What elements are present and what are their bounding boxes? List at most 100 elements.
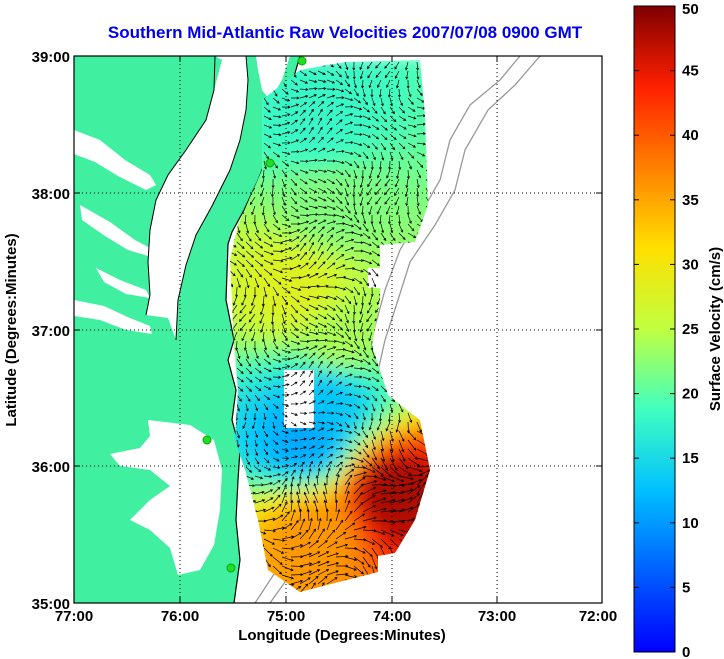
velocity-cell	[412, 140, 425, 153]
velocity-vector	[326, 552, 340, 558]
velocity-vector	[371, 115, 379, 122]
velocity-cell	[400, 104, 413, 117]
velocity-cell	[340, 200, 353, 213]
velocity-vector	[260, 187, 265, 197]
velocity-vector	[344, 463, 355, 468]
velocity-cell	[244, 464, 257, 477]
velocity-vector	[299, 577, 311, 585]
velocity-cell	[376, 68, 389, 81]
velocity-vector	[263, 286, 268, 298]
velocity-cell	[244, 320, 257, 333]
velocity-vector	[290, 429, 299, 433]
velocity-vector	[398, 106, 405, 114]
velocity-vector	[353, 97, 361, 104]
velocity-vector	[352, 187, 356, 198]
velocity-cell	[268, 476, 281, 489]
velocity-cell	[280, 320, 293, 333]
velocity-cell	[304, 524, 317, 537]
velocity-vector	[299, 214, 310, 218]
velocity-vector	[308, 360, 314, 369]
velocity-cell	[400, 416, 413, 429]
velocity-vector	[353, 476, 366, 486]
velocity-vector	[308, 569, 321, 576]
velocity-cell	[340, 368, 353, 381]
velocity-cell	[316, 404, 329, 417]
velocity-cell	[268, 308, 281, 321]
velocity-cell	[268, 440, 281, 453]
velocity-cell	[244, 224, 257, 237]
velocity-vector	[245, 448, 249, 457]
velocity-vector	[308, 219, 318, 225]
velocity-vector	[299, 370, 305, 378]
velocity-vector	[389, 448, 395, 463]
velocity-cell	[328, 320, 341, 333]
velocity-vector	[290, 111, 299, 117]
velocity-cell	[340, 128, 353, 141]
velocity-vector	[245, 277, 250, 289]
velocity-cell	[230, 272, 233, 285]
velocity-cell	[316, 140, 329, 153]
velocity-vector	[367, 178, 373, 188]
velocity-vector	[416, 196, 420, 207]
velocity-cell	[340, 140, 353, 153]
velocity-vector	[317, 272, 328, 279]
velocity-vector	[353, 394, 362, 398]
velocity-vector	[317, 410, 326, 414]
velocity-vector	[272, 514, 284, 522]
velocity-cell	[340, 536, 353, 549]
velocity-vector	[290, 412, 298, 416]
velocity-vector	[326, 234, 334, 243]
velocity-vector	[389, 142, 396, 151]
velocity-vector	[398, 466, 412, 476]
velocity-vector	[281, 256, 293, 261]
velocity-vector	[308, 136, 316, 144]
velocity-vector	[241, 331, 247, 342]
velocity-vector	[361, 295, 365, 307]
velocity-vector	[308, 540, 319, 549]
velocity-vector	[272, 385, 281, 389]
velocity-vector	[380, 498, 396, 504]
velocity-vector	[299, 518, 306, 531]
velocity-vector	[308, 345, 318, 351]
velocity-vector	[308, 445, 316, 450]
velocity-vector	[344, 340, 354, 347]
velocity-vector	[407, 142, 417, 148]
tick-marks	[74, 56, 602, 603]
velocity-vector	[335, 178, 343, 186]
velocity-cell	[268, 548, 281, 561]
velocity-vector	[290, 402, 299, 406]
radar-site-marker	[202, 435, 212, 445]
velocity-vector	[272, 142, 282, 147]
velocity-vector	[353, 79, 357, 89]
velocity-vector	[281, 223, 292, 228]
delaware-bay	[256, 56, 290, 100]
velocity-cell	[304, 68, 317, 81]
velocity-cell	[292, 176, 305, 189]
velocity-vector	[272, 241, 284, 245]
velocity-vector	[344, 565, 357, 571]
velocity-vector	[298, 475, 302, 486]
velocity-vector	[335, 454, 344, 459]
velocity-vector	[335, 391, 343, 396]
velocity-vector	[371, 466, 384, 476]
velocity-vector	[290, 295, 300, 303]
velocity-vector	[389, 115, 397, 123]
velocity-vector	[353, 547, 366, 554]
velocity-vector	[335, 371, 343, 378]
velocity-vector	[362, 241, 372, 247]
velocity-cell	[292, 116, 305, 129]
velocity-vector	[384, 196, 391, 205]
velocity-cell	[352, 524, 365, 537]
velocity-cell	[304, 152, 317, 165]
velocity-cell	[244, 428, 257, 441]
velocity-cell	[256, 332, 269, 345]
velocity-vector	[317, 389, 324, 396]
velocity-vector	[245, 376, 253, 383]
velocity-vector	[344, 304, 350, 315]
velocity-vector	[260, 322, 265, 333]
velocity-vector	[281, 238, 293, 243]
velocity-cell	[388, 488, 401, 501]
velocity-cell	[352, 404, 365, 417]
velocity-vector	[326, 411, 335, 415]
velocity-vector	[362, 394, 370, 400]
